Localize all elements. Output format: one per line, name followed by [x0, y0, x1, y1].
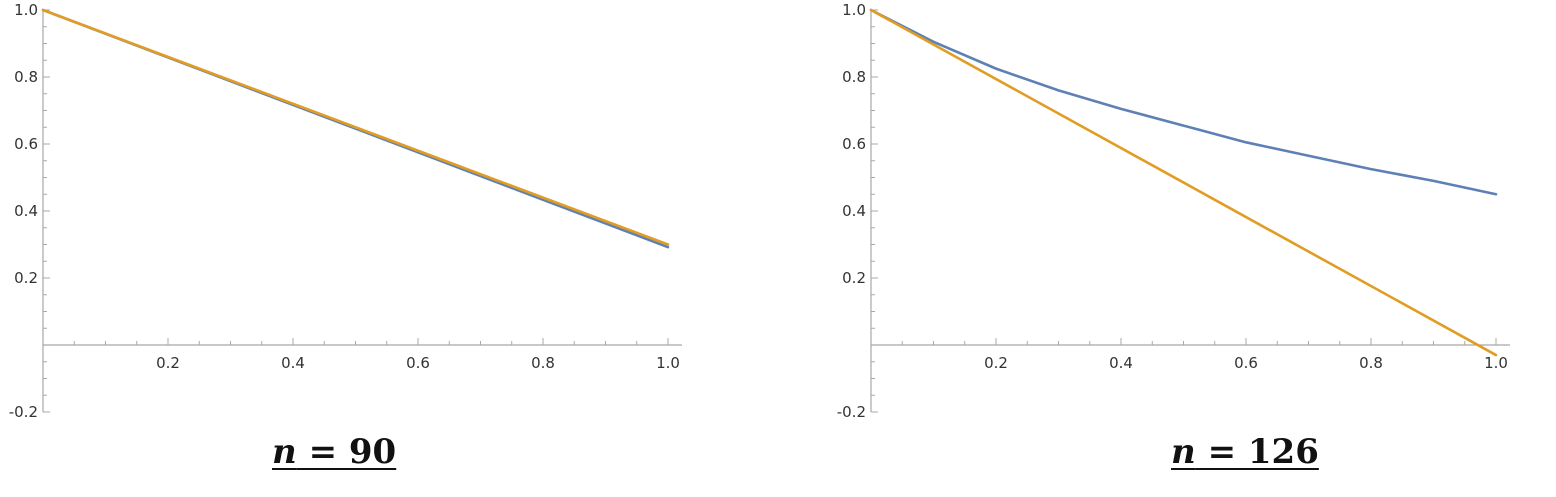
caption-variable: n [1171, 432, 1196, 472]
y-tick-label: 0.4 [842, 202, 866, 220]
x-tick-label: 0.6 [406, 354, 430, 372]
x-tick-label: 0.4 [1109, 354, 1133, 372]
y-tick-label: 0.2 [842, 269, 866, 287]
x-tick-label: 0.8 [531, 354, 555, 372]
x-tick-label: 0.4 [281, 354, 305, 372]
y-tick-label: 1.0 [842, 1, 866, 19]
chart-caption-right: n = 126 [1171, 432, 1319, 472]
caption-value: = 126 [1195, 432, 1319, 472]
y-tick-label: 0.4 [14, 202, 38, 220]
y-tick-label: 0.8 [14, 68, 38, 86]
y-tick-label: -0.2 [837, 403, 866, 421]
chart-caption-left: n = 90 [272, 432, 396, 472]
caption-value: = 90 [296, 432, 397, 472]
series-line-2 [41, 8, 670, 246]
series-line-2 [869, 8, 1498, 357]
chart-panel-right: 0.2 0.4 0.6 0.8 1.0 -0.2 0.2 0.4 0.6 0.8 1.0 n = 1… [778, 0, 1556, 497]
x-tick-label: 0.6 [1234, 354, 1258, 372]
y-tick-label: 1.0 [14, 1, 38, 19]
x-tick-label: 1.0 [656, 354, 680, 372]
chart-panel-left: 0.2 0.4 0.6 0.8 1.0 -0.2 0.2 0.4 0.6 0.8 1.0 n = 9… [9, 1, 682, 472]
x-tick-label: 0.2 [156, 354, 180, 372]
x-tick-label: 0.8 [1359, 354, 1383, 372]
x-tick-label: 0.2 [984, 354, 1008, 372]
y-tick-label: -0.2 [9, 403, 38, 421]
y-tick-label: 0.8 [842, 68, 866, 86]
chart-left: 0.2 0.4 0.6 0.8 1.0 -0.2 0.2 0.4 0.6 0.8 1.0 [9, 1, 682, 421]
chart-right: 0.2 0.4 0.6 0.8 1.0 -0.2 0.2 0.4 0.6 0.8 1.0 [837, 1, 1510, 421]
x-tick-label: 1.0 [1484, 354, 1508, 372]
series-line-1 [869, 8, 1498, 196]
y-tick-label: 0.6 [842, 135, 866, 153]
y-tick-label: 0.2 [14, 269, 38, 287]
caption-variable: n [272, 432, 297, 472]
y-tick-label: 0.6 [14, 135, 38, 153]
